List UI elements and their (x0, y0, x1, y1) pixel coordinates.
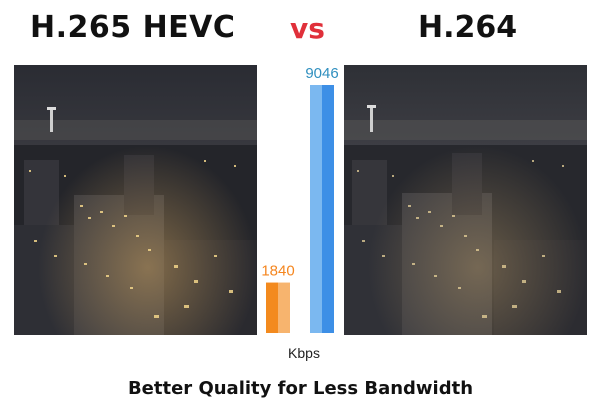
x-axis-label: Kbps (288, 345, 320, 361)
value-label-hevc: 1840 (261, 263, 294, 280)
h264-city-photo (344, 65, 587, 335)
hevc-city-photo (14, 65, 257, 335)
hevc-title: H.265 HEVC (30, 10, 236, 45)
value-label-h264: 9046 (305, 65, 338, 82)
tagline: Better Quality for Less Bandwidth (127, 378, 474, 399)
bar-h264 (310, 85, 334, 333)
h264-title: H.264 (418, 10, 518, 45)
bitrate-chart: 1840 9046 Kbps (261, 65, 338, 361)
bar-hevc (266, 282, 290, 333)
vs-label: vs (290, 12, 325, 45)
